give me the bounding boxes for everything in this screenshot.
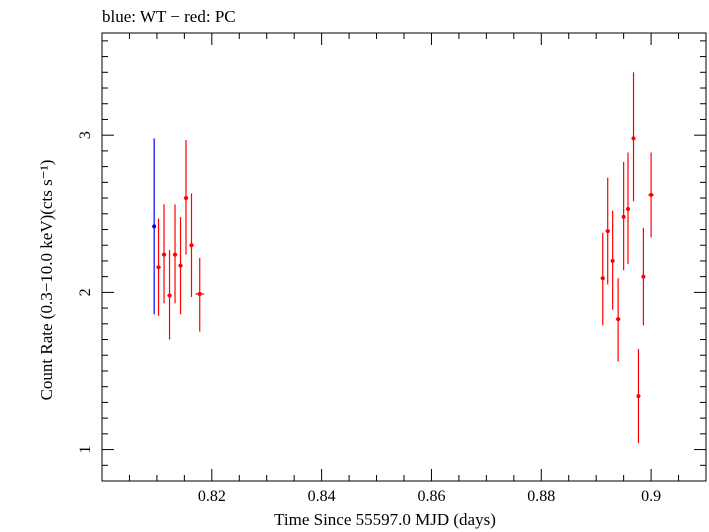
data-point <box>152 224 157 229</box>
data-point <box>616 317 621 322</box>
y-tick-label: 2 <box>77 288 94 296</box>
data-point <box>641 274 646 279</box>
data-marks <box>152 72 654 444</box>
data-point <box>184 196 189 201</box>
data-point <box>167 293 172 298</box>
data-point <box>189 243 194 248</box>
data-point <box>156 265 161 270</box>
data-point <box>636 394 641 399</box>
series-pc <box>156 72 654 444</box>
chart-title: blue: WT − red: PC <box>102 7 236 26</box>
series-wt <box>152 138 157 315</box>
data-point <box>197 291 202 296</box>
data-point <box>631 136 636 141</box>
x-tick-label: 0.86 <box>417 488 445 505</box>
x-tick-label: 0.84 <box>308 488 336 505</box>
y-axis-title: Count Rate (0.3−10.0 keV)(cts s⁻¹) <box>37 160 56 401</box>
y-tick-label: 3 <box>77 131 94 139</box>
x-tick-label: 0.9 <box>641 488 661 505</box>
data-point <box>600 276 605 281</box>
data-point <box>178 263 183 268</box>
x-tick-label: 0.88 <box>527 488 555 505</box>
data-point <box>162 252 167 257</box>
data-point <box>610 258 615 263</box>
x-tick-label: 0.82 <box>198 488 226 505</box>
x-axis-title: Time Since 55597.0 MJD (days) <box>274 510 496 529</box>
plot-frame <box>101 32 707 482</box>
y-axis: 1 2 3 <box>77 40 706 466</box>
data-point <box>626 207 631 212</box>
data-point <box>649 192 654 197</box>
x-axis: 0.82 0.84 0.86 0.88 0.9 <box>128 33 680 505</box>
data-point <box>173 252 178 257</box>
data-point <box>605 229 610 234</box>
y-tick-label: 1 <box>77 446 94 454</box>
data-point <box>621 214 626 219</box>
